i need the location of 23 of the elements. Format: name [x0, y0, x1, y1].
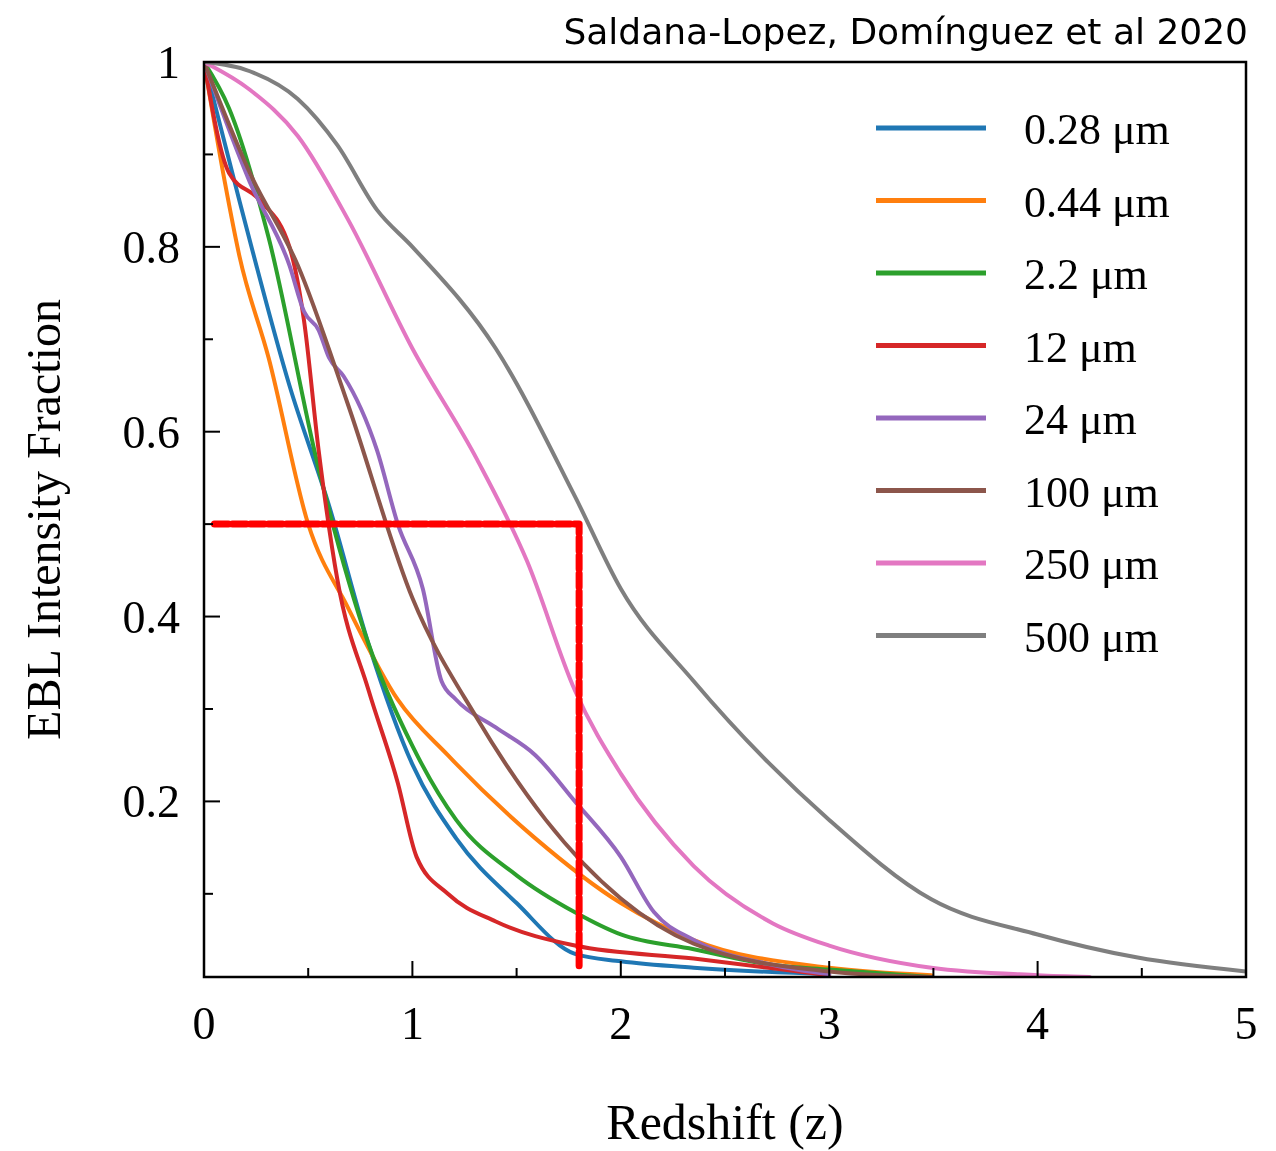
legend-label: 250 μm: [1024, 540, 1159, 589]
y-tick-label: 0.4: [122, 591, 180, 643]
y-axis-title: EBL Intensity Fraction: [17, 299, 70, 740]
x-tick-label: 1: [400, 998, 424, 1049]
y-tick-label: 1: [157, 37, 180, 88]
x-tick-label: 4: [1026, 998, 1050, 1049]
x-tick-label: 5: [1234, 998, 1258, 1049]
line-series: [204, 62, 1246, 974]
y-tick-label: 0.2: [122, 776, 180, 828]
legend-label: 0.44 μm: [1024, 177, 1170, 227]
legend-label: 2.2 μm: [1024, 250, 1148, 299]
legend-label: 0.28 μm: [1024, 105, 1170, 154]
x-axis-title: Redshift (z): [606, 1094, 844, 1150]
x-tick-label: 2: [609, 998, 633, 1049]
y-tick-label: 0.6: [122, 406, 180, 458]
legend-label: 100 μm: [1024, 467, 1159, 517]
legend-label: 12 μm: [1024, 322, 1137, 372]
y-tick-label: 0.8: [122, 221, 180, 273]
legend-label: 500 μm: [1024, 612, 1159, 662]
x-tick-label: 3: [817, 998, 841, 1049]
text: Saldana-Lopez, Domínguez et al 2020: [563, 11, 1248, 52]
x-tick-label: 0: [192, 998, 216, 1049]
legend-label: 24 μm: [1024, 395, 1137, 444]
